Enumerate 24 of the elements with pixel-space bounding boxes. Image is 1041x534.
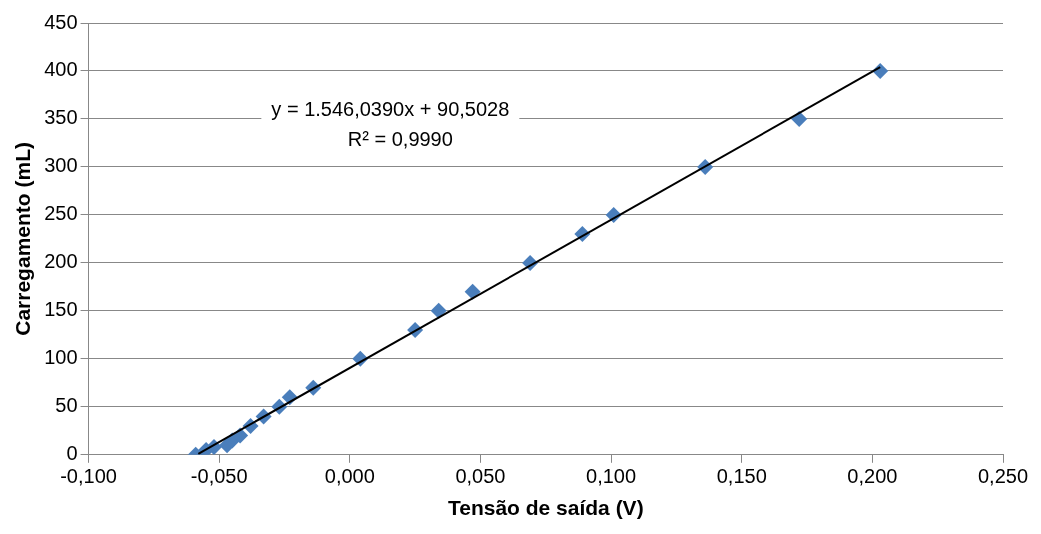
x-tick-label: 0,050 xyxy=(455,465,506,488)
y-tick-label: 350 xyxy=(44,106,78,129)
x-tick-label: 0,150 xyxy=(716,465,767,488)
y-axis-title: Carregamento (mL) xyxy=(11,142,35,336)
y-tick-label: 0 xyxy=(66,442,78,465)
annotation: R² = 0,9990 xyxy=(347,128,453,151)
x-tick-label: 0,250 xyxy=(977,465,1029,488)
y-tick-label: 50 xyxy=(55,394,78,417)
y-tick-label: 200 xyxy=(44,250,78,273)
y-tick-label: 450 xyxy=(44,10,78,33)
x-axis-title: Tensão de saída (V) xyxy=(447,496,644,520)
point xyxy=(464,283,481,300)
x-tick-label: -0,050 xyxy=(190,465,248,488)
x-tick-label: 0,100 xyxy=(586,465,637,488)
point xyxy=(430,302,447,319)
annotation: y = 1.546,0390x + 90,5028 xyxy=(271,98,510,121)
y-tick-label: 250 xyxy=(44,202,78,225)
y-tick-label: 300 xyxy=(44,154,78,177)
x-tick-label: 0,000 xyxy=(324,465,375,488)
x-tick-label: 0,200 xyxy=(847,465,898,488)
y-tick-label: 400 xyxy=(44,58,78,81)
x-tick-label: -0,100 xyxy=(60,465,117,488)
y-tick-label: 150 xyxy=(44,298,78,321)
y-tick-label: 100 xyxy=(44,346,78,369)
